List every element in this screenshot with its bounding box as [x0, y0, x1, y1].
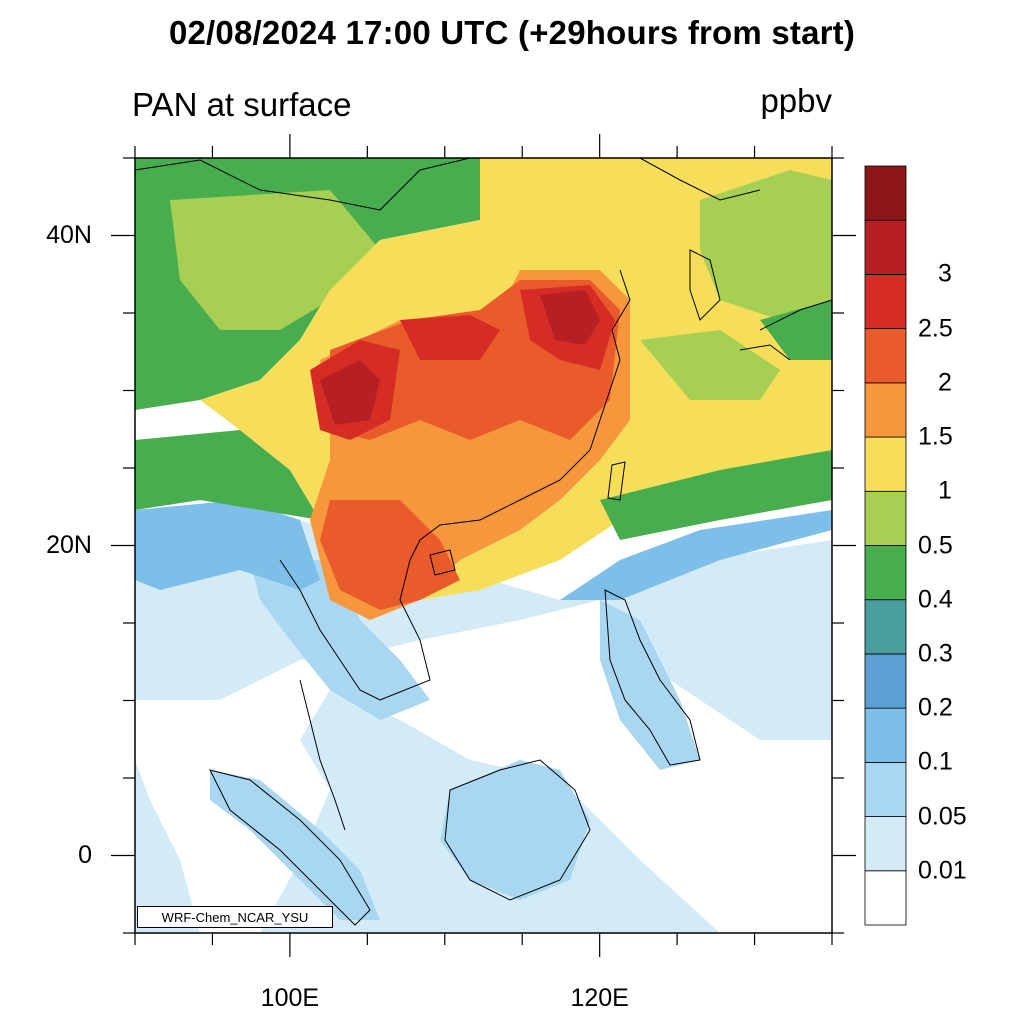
coastline-taiwan [607, 461, 626, 501]
field-indochina-blue [250, 560, 430, 720]
colorbar-swatch [864, 545, 907, 601]
field-red-center [400, 315, 500, 360]
colorbar-swatch [864, 490, 907, 546]
colorbar-level-label: 3 [938, 259, 952, 288]
colorbar-swatch [864, 274, 907, 330]
coastline-korea [689, 249, 721, 321]
colorbar-swatch [864, 761, 907, 817]
lon-label: 120E [570, 984, 629, 1012]
field-borneo [440, 760, 590, 900]
colorbar-level-label: 1 [938, 476, 952, 505]
field-green-sw [135, 430, 320, 520]
coastline-malay [299, 679, 346, 831]
field-blue-band [135, 500, 320, 590]
colorbar-level-label: 1.5 [918, 422, 953, 451]
coastline-china [279, 269, 631, 701]
colorbar-swatch [864, 219, 907, 275]
field-green-pacific [600, 450, 832, 540]
model-credit: WRF-Chem_NCAR_YSU [137, 906, 333, 928]
colorbar-level-label: 0.01 [918, 856, 967, 885]
colorbar-level-label: 0.3 [918, 639, 953, 668]
colorbar-swatch [864, 707, 907, 763]
colorbar-swatch [864, 599, 907, 655]
field-darkred-ne [540, 290, 600, 345]
colorbar-level-label: 2.5 [918, 314, 953, 343]
field-blue-band-east [560, 510, 832, 600]
field-lightgreen-e [640, 330, 780, 400]
colorbar-swatch [864, 816, 907, 872]
colorbar-swatch [864, 382, 907, 438]
colorbar-swatch [864, 870, 907, 926]
field-redorange-s [320, 500, 460, 610]
colorbar [864, 165, 907, 926]
field-green-japan [760, 300, 832, 360]
lat-label: 0 [78, 840, 92, 869]
colorbar-level-label: 2 [938, 368, 952, 397]
coastline-borneo [444, 759, 591, 901]
field-lightgreen-ne [700, 170, 832, 320]
pan-field [135, 158, 832, 933]
colorbar-level-label: 0.2 [918, 693, 953, 722]
coastline-japan [739, 299, 832, 361]
map-title: 02/08/2024 17:00 UTC (+29hours from star… [168, 14, 856, 51]
lat-label: 40N [46, 220, 92, 249]
colorbar-level-label: 0.05 [918, 802, 967, 831]
colorbar-swatch [864, 436, 907, 492]
field-sumatra [210, 770, 380, 920]
axis-ticks [111, 134, 856, 957]
field-philippines [600, 600, 700, 770]
colorbar-level-label: 0.5 [918, 531, 953, 559]
colorbar-swatch [864, 328, 907, 384]
border-north [135, 158, 761, 211]
lat-label: 20N [46, 530, 92, 559]
coastline-philippines [604, 589, 701, 766]
units-label: ppbv [760, 82, 832, 119]
colorbar-swatch [864, 653, 907, 709]
colorbar-swatch [864, 165, 907, 221]
coastline-hainan [429, 549, 456, 576]
colorbar-level-label: 0.4 [918, 585, 953, 614]
colorbar-level-label: 0.1 [918, 747, 953, 776]
variable-label: PAN at surface [132, 86, 352, 123]
field-darkred-w [320, 360, 380, 425]
lon-label: 100E [260, 984, 320, 1012]
coastline-sumatra [209, 769, 371, 926]
